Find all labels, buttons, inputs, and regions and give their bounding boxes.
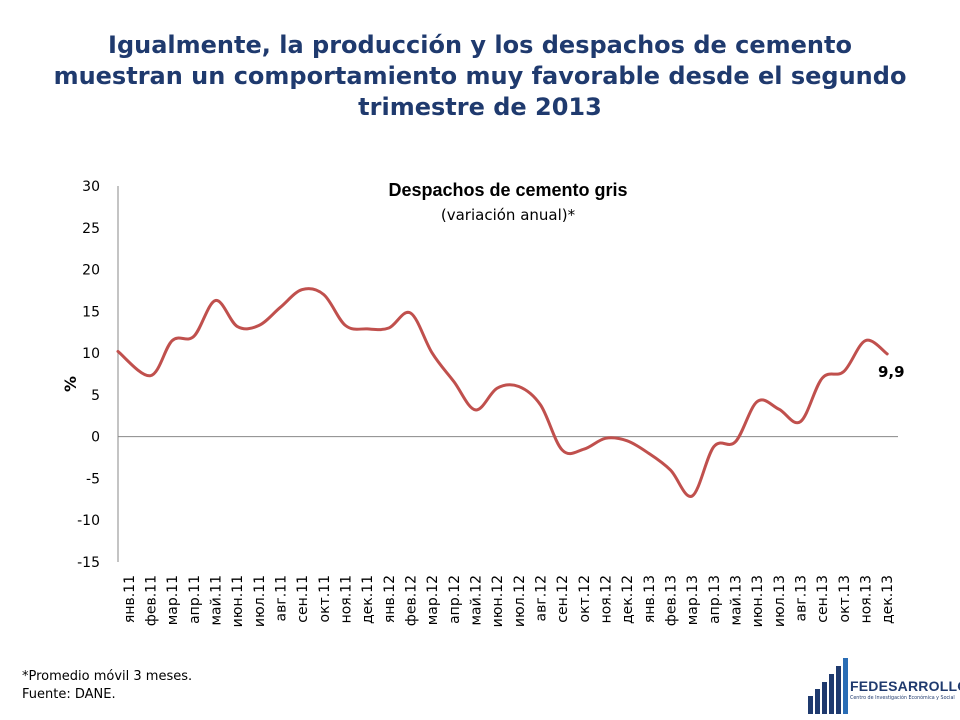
y-tick-label: 5 — [91, 388, 100, 404]
data-point — [821, 377, 824, 380]
data-point — [712, 445, 715, 448]
x-tick-label: окт.11 — [317, 575, 333, 622]
x-tick-label: сен.12 — [555, 575, 571, 623]
chart-subtitle: (variación anual)* — [441, 206, 576, 224]
logo-tagline: Centro de Investigación Económica y Soci… — [850, 696, 955, 701]
x-tick-label: апр.13 — [707, 575, 723, 624]
data-point — [582, 448, 585, 451]
x-tick-label: июн.12 — [490, 575, 506, 627]
data-point — [452, 380, 455, 383]
data-point — [777, 408, 780, 411]
data-point — [756, 400, 759, 403]
page-title: Igualmente, la producción y los despacho… — [53, 31, 907, 121]
x-tick-label: авг.12 — [534, 575, 550, 621]
footnote-source: Fuente: DANE. — [22, 687, 116, 702]
x-tick-label: окт.13 — [837, 575, 853, 622]
data-point — [149, 374, 152, 377]
fedesarrollo-logo: FEDESARROLLO Centro de Investigación Eco… — [806, 656, 960, 716]
x-tick-label: май.13 — [729, 575, 745, 626]
data-point — [214, 299, 217, 302]
y-tick-label: -5 — [86, 471, 100, 487]
logo-bars-icon — [808, 658, 848, 714]
x-tick-label: июл.12 — [512, 575, 528, 627]
logo-name: FEDESARROLLO — [850, 678, 960, 694]
x-tick-label: июл.13 — [772, 575, 788, 627]
data-point — [799, 420, 802, 423]
data-point — [366, 327, 369, 330]
x-tick-label: окт.12 — [577, 575, 593, 622]
footnote: *Promedio móvil 3 meses. Fuente: DANE. — [22, 668, 192, 704]
x-tick-label: май.11 — [209, 575, 225, 626]
y-tick-label: -15 — [77, 555, 100, 571]
data-point — [171, 339, 174, 342]
end-value-label: 9,9 — [878, 363, 905, 381]
y-tick-label: 25 — [82, 221, 100, 237]
y-tick-label: 30 — [82, 179, 100, 195]
data-point — [236, 325, 239, 328]
data-point — [842, 370, 845, 373]
data-point — [301, 288, 304, 291]
data-point — [387, 327, 390, 330]
data-point — [604, 437, 607, 440]
x-tick-label: май.12 — [469, 575, 485, 626]
data-point — [409, 312, 412, 315]
y-tick-label: 10 — [82, 346, 100, 362]
x-tick-label: дек.13 — [880, 575, 896, 624]
y-tick-label: 0 — [91, 430, 100, 446]
x-tick-label: дек.11 — [360, 575, 376, 624]
data-point — [647, 452, 650, 455]
data-point — [496, 387, 499, 390]
x-tick-label: сен.13 — [815, 575, 831, 623]
data-point — [539, 403, 542, 406]
x-tick-label: мар.12 — [425, 575, 441, 625]
x-tick-label: ноя.11 — [339, 575, 355, 623]
data-point — [279, 306, 282, 309]
series-line — [116, 287, 889, 498]
x-tick-label: ноя.13 — [859, 575, 875, 623]
x-tick-label: мар.13 — [685, 575, 701, 625]
x-tick-label: авг.13 — [794, 575, 810, 621]
y-tick-label: 15 — [82, 304, 100, 320]
data-point — [517, 385, 520, 388]
y-tick-label: 20 — [82, 263, 100, 279]
data-point — [626, 439, 629, 442]
x-tick-label: ноя.12 — [599, 575, 615, 623]
y-axis-label: % — [61, 376, 80, 392]
y-tick-label: -10 — [77, 513, 100, 529]
x-tick-label: апр.12 — [447, 575, 463, 624]
data-point — [474, 408, 477, 411]
data-point — [257, 324, 260, 327]
data-point — [669, 469, 672, 472]
data-point — [322, 293, 325, 296]
data-point — [691, 495, 694, 498]
data-point — [192, 335, 195, 338]
data-point — [431, 352, 434, 355]
x-tick-label: июл.11 — [252, 575, 268, 627]
data-point — [886, 352, 889, 355]
x-tick-label: янв.11 — [122, 575, 138, 623]
x-tick-label: янв.12 — [382, 575, 398, 623]
footnote-note: *Promedio móvil 3 meses. — [22, 669, 193, 684]
data-point — [864, 339, 867, 342]
x-tick-label: фев.13 — [664, 575, 680, 626]
x-tick-label: дек.12 — [620, 575, 636, 624]
x-tick-label: апр.11 — [187, 575, 203, 624]
x-tick-label: янв.13 — [642, 575, 658, 623]
data-point — [344, 324, 347, 327]
data-point — [561, 449, 564, 452]
x-tick-label: июн.11 — [230, 575, 246, 627]
chart-title: Despachos de cemento gris — [388, 180, 627, 200]
x-tick-label: фев.12 — [404, 575, 420, 626]
x-tick-label: авг.11 — [274, 575, 290, 621]
data-point — [117, 350, 120, 353]
x-tick-label: мар.11 — [165, 575, 181, 625]
data-point — [734, 440, 737, 443]
x-tick-label: фев.11 — [144, 575, 160, 626]
x-tick-label: июн.13 — [750, 575, 766, 627]
x-tick-label: сен.11 — [295, 575, 311, 623]
